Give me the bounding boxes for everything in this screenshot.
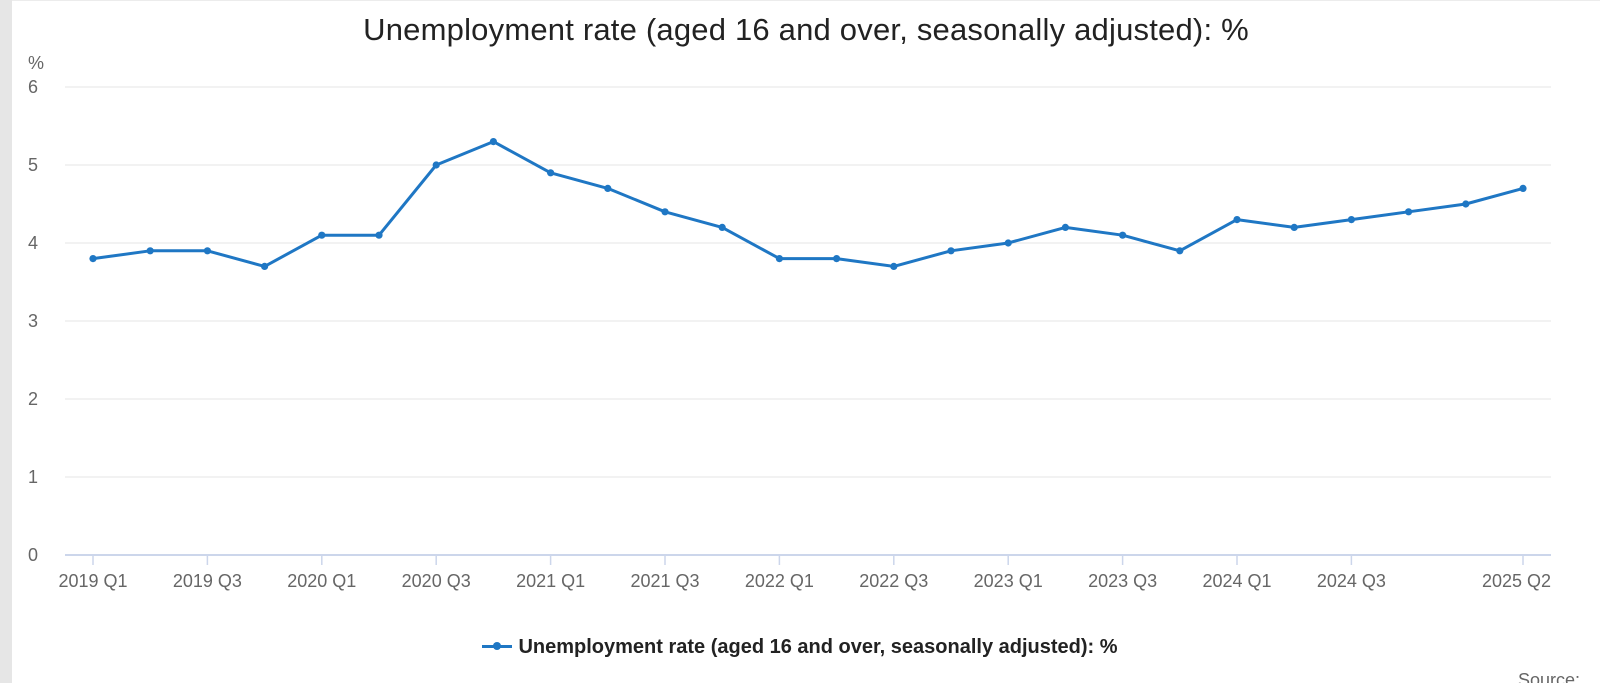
data-point-2021-Q3[interactable] [661, 208, 669, 216]
legend-label: Unemployment rate (aged 16 and over, sea… [518, 636, 1118, 658]
chart-title: Unemployment rate (aged 16 and over, sea… [363, 12, 1249, 47]
gridlines [65, 86, 1551, 478]
data-point-2021-Q2[interactable] [604, 184, 612, 192]
data-point-2022-Q4[interactable] [947, 247, 955, 255]
data-point-2020-Q3[interactable] [432, 161, 440, 169]
x-tick-label: 2020 Q3 [402, 571, 471, 591]
legend-item[interactable]: Unemployment rate (aged 16 and over, sea… [0, 636, 1600, 659]
x-tick-label: 2019 Q3 [173, 571, 242, 591]
x-tick-label: 2022 Q3 [859, 571, 928, 591]
data-point-2022-Q1[interactable] [775, 255, 784, 263]
data-point-2019-Q2[interactable] [146, 247, 154, 255]
x-tick-label: 2020 Q1 [287, 571, 356, 591]
data-point-2019-Q4[interactable] [261, 262, 269, 270]
data-point-2020-Q1[interactable] [318, 231, 326, 239]
y-tick-label-1: 1 [28, 467, 38, 487]
data-point-2021-Q4[interactable] [718, 223, 726, 231]
series-line-0 [91, 140, 1525, 268]
data-point-2024-Q2[interactable] [1290, 223, 1298, 231]
y-tick-label-2: 2 [28, 389, 38, 409]
data-point-2019-Q1[interactable] [89, 255, 97, 263]
legend-line-icon [482, 640, 513, 652]
data-point-2022-Q2[interactable] [833, 255, 841, 263]
y-axis-unit-label: % [28, 53, 45, 73]
y-tick-label-5: 5 [28, 155, 38, 175]
series-line-group [89, 138, 1527, 270]
x-tick-label: 2025 Q2 [1482, 571, 1551, 591]
x-axis: 2019 Q1 2019 Q3 2020 Q1 2020 Q3 2021 Q1 2021 … [58, 554, 1551, 591]
y-tick-label-3: 3 [28, 311, 38, 331]
x-tick-label: 2021 Q3 [630, 571, 699, 591]
data-point-2022-Q3[interactable] [890, 262, 898, 270]
x-tick-label: 2022 Q1 [745, 571, 814, 591]
data-point-2024-Q3[interactable] [1347, 216, 1355, 224]
x-tick-label: 2024 Q3 [1317, 571, 1386, 591]
y-tick-label-4: 4 [28, 233, 38, 253]
data-point-2020-Q4[interactable] [489, 138, 497, 146]
source-label: Source: [1518, 670, 1581, 683]
data-point-2023-Q2[interactable] [1061, 223, 1069, 231]
data-point-2023-Q1[interactable] [1004, 239, 1012, 247]
x-tick-label: 2023 Q1 [974, 571, 1043, 591]
top-border [12, 0, 1600, 1]
data-point-2020-Q2[interactable] [375, 231, 383, 239]
y-axis-ticks: 0 1 2 3 4 5 6 [28, 77, 38, 565]
data-point-2024-Q1[interactable] [1233, 216, 1241, 224]
data-point-2023-Q3[interactable] [1119, 231, 1127, 239]
x-tick-label: 2024 Q1 [1202, 571, 1271, 591]
y-tick-label-0: 0 [28, 545, 38, 565]
x-tick-label: 2019 Q1 [58, 571, 127, 591]
data-point-2025-Q1[interactable] [1462, 200, 1470, 208]
left-scroll-strip [0, 0, 12, 683]
x-tick-label: 2021 Q1 [516, 571, 585, 591]
y-tick-label-6: 6 [28, 77, 38, 97]
data-point-2023-Q4[interactable] [1176, 247, 1184, 255]
data-point-2024-Q4[interactable] [1405, 208, 1413, 216]
data-point-2019-Q3[interactable] [203, 247, 211, 255]
data-point-2025-Q2[interactable] [1519, 184, 1527, 192]
data-point-2021-Q1[interactable] [547, 169, 555, 177]
x-tick-label: 2023 Q3 [1088, 571, 1157, 591]
